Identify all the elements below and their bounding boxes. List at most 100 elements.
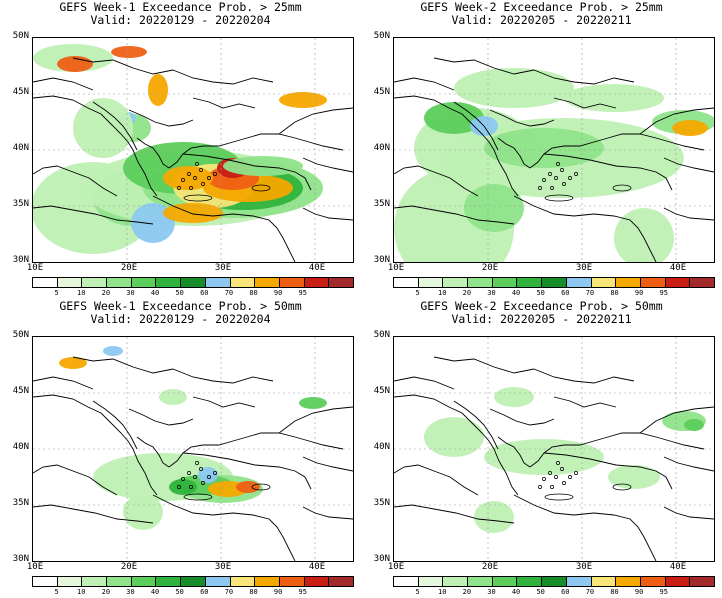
colorbar-label: 40 xyxy=(511,289,521,297)
longitude-label: 40E xyxy=(669,562,687,572)
latitude-label: 50N xyxy=(373,31,390,41)
colorbar-label: 60 xyxy=(200,588,209,596)
colorbar-swatch xyxy=(591,278,617,287)
island-outline xyxy=(251,184,271,192)
graticule xyxy=(33,38,353,262)
colorbar-label: 30 xyxy=(126,289,135,297)
colorbar-label: 60 xyxy=(561,289,570,297)
island-outline xyxy=(568,475,572,479)
panel-title: GEFS Week-2 Exceedance Prob. > 50mm xyxy=(420,299,663,313)
longitude-label: 20E xyxy=(120,562,138,572)
longitude-label: 10E xyxy=(26,562,44,572)
panel-title: GEFS Week-1 Exceedance Prob. > 25mm xyxy=(59,0,302,14)
latitude-label: 50N xyxy=(373,330,390,340)
probability-contour-region xyxy=(614,208,674,262)
colorbar-swatch xyxy=(443,278,469,287)
colorbar-label: 40 xyxy=(150,289,160,297)
latitude-label: 45N xyxy=(373,386,390,396)
colorbar-swatch xyxy=(418,577,444,586)
latitude-label: 35N xyxy=(12,498,29,508)
colorbar-swatch xyxy=(82,278,108,287)
colorbar-swatch xyxy=(394,577,419,586)
colorbar-label: 80 xyxy=(610,588,619,596)
colorbar-swatch xyxy=(205,278,231,287)
colorbar-label: 50 xyxy=(536,588,545,596)
colorbar-label: 20 xyxy=(462,588,472,596)
probability-contour-region xyxy=(494,387,534,407)
latitude-label: 40N xyxy=(12,143,29,153)
graticule xyxy=(394,38,714,262)
probability-contour-region xyxy=(484,128,604,168)
map-graphic xyxy=(394,337,714,561)
latitude-label: 30N xyxy=(12,255,29,265)
coastlines-and-borders xyxy=(394,356,714,561)
colorbar-swatch xyxy=(468,577,493,586)
coastlines-and-borders xyxy=(33,356,353,561)
colorbar-label: 90 xyxy=(634,289,644,297)
longitude-label: 40E xyxy=(669,263,687,273)
colorbar-swatch xyxy=(640,278,666,287)
longitude-label: 10E xyxy=(387,562,405,572)
island-outline xyxy=(554,176,558,180)
latitude-label: 35N xyxy=(373,199,390,209)
island-outline xyxy=(177,186,181,190)
longitude-label: 20E xyxy=(481,562,499,572)
latitude-label: 35N xyxy=(373,498,390,508)
probability-contour-region xyxy=(299,397,327,409)
island-outline xyxy=(542,178,546,182)
probability-contour-region xyxy=(279,92,327,108)
island-outline xyxy=(187,172,191,176)
longitude-label: 10E xyxy=(387,263,405,273)
colorbar-swatch xyxy=(443,577,469,586)
longitude-label: 30E xyxy=(575,263,593,273)
map-panel-week2-50mm: GEFS Week-2 Exceedance Prob. > 50mm Vali… xyxy=(361,299,722,598)
island-outline xyxy=(560,467,564,471)
colorbar-swatch xyxy=(205,577,231,586)
island-outline xyxy=(544,194,574,202)
island-outline xyxy=(548,471,552,475)
colorbar-swatch xyxy=(156,278,182,287)
colorbar-swatch xyxy=(82,577,108,586)
colorbar-label: 90 xyxy=(273,588,283,596)
colorbar-label: 10 xyxy=(77,588,86,596)
probability-contour-region xyxy=(163,166,213,190)
colorbar-swatch xyxy=(665,278,691,287)
graticule xyxy=(394,337,714,561)
colorbar-label: 50 xyxy=(536,289,545,297)
probability-contour-region xyxy=(103,346,123,356)
island-outline xyxy=(544,493,574,501)
longitude-label: 40E xyxy=(308,562,326,572)
colorbar-label: 40 xyxy=(511,588,521,596)
island-outline xyxy=(189,485,193,489)
probability-contour-region xyxy=(564,84,664,112)
probability-contour-region xyxy=(464,184,524,232)
island-outline xyxy=(550,186,554,190)
panel-valid-dates: Valid: 20220205 - 20220211 xyxy=(451,13,632,27)
map-panel-week1-50mm: GEFS Week-1 Exceedance Prob. > 50mm Vali… xyxy=(0,299,361,598)
colorbar-swatch xyxy=(329,278,353,287)
latitude-label: 45N xyxy=(12,386,29,396)
probability-contour-region xyxy=(474,501,514,533)
colorbar-swatch xyxy=(616,577,641,586)
probability-contour-region xyxy=(111,46,147,58)
map-area xyxy=(32,336,354,562)
colorbar-label: 30 xyxy=(487,588,496,596)
colorbar-label: 5 xyxy=(415,588,420,596)
probability-contour-region xyxy=(198,467,218,483)
colorbar-swatch xyxy=(181,278,206,287)
longitude-label: 40E xyxy=(308,263,326,273)
colorbar-swatch xyxy=(329,577,353,586)
colorbar-label: 10 xyxy=(438,289,447,297)
island-outline xyxy=(183,194,213,202)
island-outline xyxy=(568,176,572,180)
colorbar xyxy=(32,576,354,587)
island-outline xyxy=(189,186,193,190)
colorbar xyxy=(32,277,354,288)
latitude-label: 30N xyxy=(12,554,29,564)
island-outline xyxy=(193,176,197,180)
colorbar xyxy=(393,576,715,587)
colorbar-swatch xyxy=(690,577,714,586)
island-outline xyxy=(199,168,203,172)
island-outline xyxy=(612,184,632,192)
latitude-label: 40N xyxy=(12,442,29,452)
